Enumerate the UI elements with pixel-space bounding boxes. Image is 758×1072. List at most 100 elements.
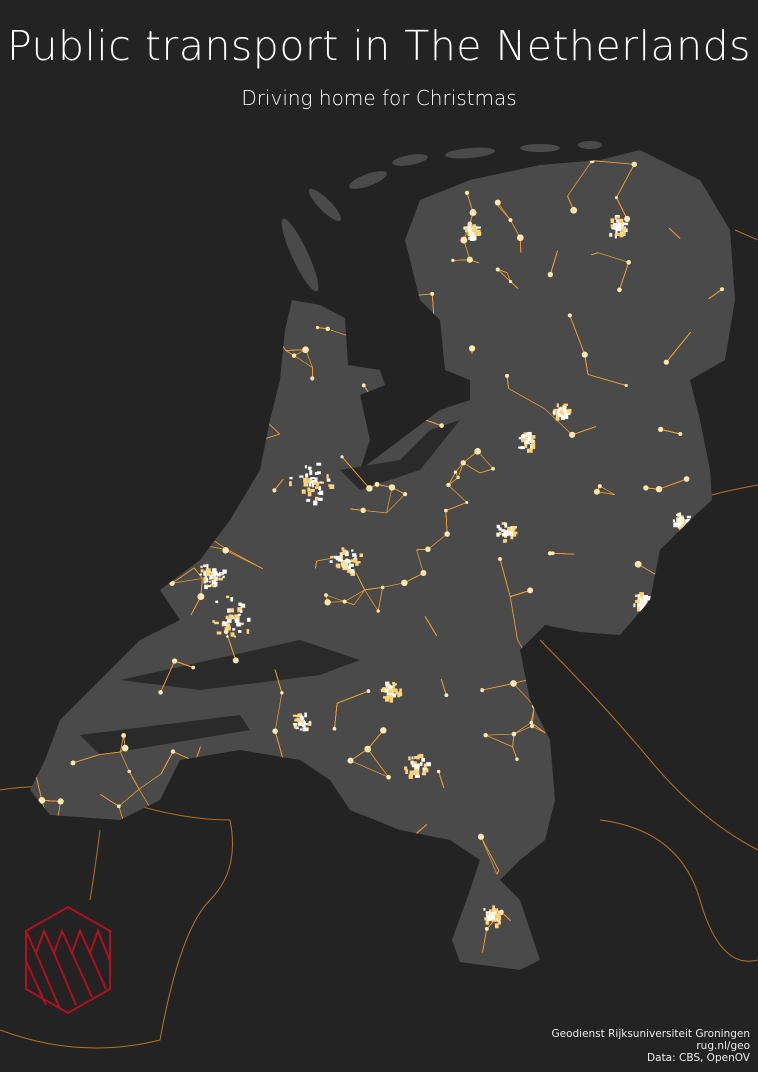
transit-line	[192, 279, 203, 288]
transit-line	[253, 404, 268, 423]
city-stop	[637, 594, 640, 598]
transit-line	[311, 874, 336, 898]
transit-line	[243, 440, 261, 465]
transit-line	[656, 698, 674, 710]
town-stop	[491, 466, 496, 471]
transit-line	[539, 676, 561, 679]
transit-line	[33, 613, 52, 626]
city-stop	[319, 481, 323, 484]
town-stop	[342, 599, 347, 604]
transit-line	[94, 486, 103, 516]
transit-line	[237, 270, 258, 275]
transit-line	[199, 865, 215, 883]
transit-line	[40, 157, 89, 160]
transit-line	[65, 435, 68, 450]
transit-line	[341, 456, 370, 489]
town-stop	[483, 733, 488, 738]
city-stop	[246, 629, 250, 634]
town-stop	[223, 629, 229, 635]
transit-line	[85, 634, 98, 647]
transit-line	[342, 203, 351, 216]
transit-line	[238, 960, 277, 970]
transit-line	[355, 952, 362, 970]
city-stop	[212, 568, 217, 572]
city-stop	[318, 486, 322, 491]
transit-line	[608, 644, 621, 657]
transit-line	[410, 374, 429, 389]
transit-line	[386, 493, 406, 514]
city-stop	[296, 718, 301, 722]
transit-line	[88, 152, 119, 158]
transit-line	[196, 344, 207, 348]
transit-line	[353, 867, 358, 873]
town-stop	[116, 804, 121, 809]
transit-line	[394, 899, 414, 902]
transit-line	[716, 144, 725, 146]
credit-website[interactable]: rug.nl/geo	[696, 1040, 750, 1052]
transit-line	[536, 869, 561, 873]
transit-line	[383, 337, 400, 341]
transit-line	[33, 613, 52, 626]
transit-line	[639, 936, 660, 954]
town-stop	[190, 834, 197, 841]
city-stop	[640, 602, 643, 607]
town-stop	[411, 181, 416, 187]
transit-line	[341, 828, 370, 845]
transit-line	[639, 936, 660, 954]
city-stop	[391, 693, 395, 696]
city-stop	[314, 477, 318, 483]
transit-line	[76, 244, 93, 260]
town-stop	[350, 869, 358, 877]
transit-line	[201, 264, 208, 280]
town-stop	[446, 482, 451, 488]
town-stop	[631, 161, 638, 168]
city-stop	[388, 685, 393, 688]
wadden-islands	[281, 141, 602, 292]
transit-line	[221, 783, 233, 797]
city-stop	[342, 549, 347, 553]
city-stop	[230, 597, 234, 602]
city-stop	[646, 596, 651, 601]
transit-line	[703, 394, 709, 414]
town-stop	[324, 233, 331, 240]
city-stop	[211, 580, 217, 585]
city-stop	[316, 462, 322, 466]
transit-line	[565, 908, 590, 917]
transit-line	[34, 428, 48, 443]
transit-line	[626, 941, 640, 954]
transit-line	[664, 586, 677, 618]
city-stop	[504, 530, 508, 533]
city-stop	[303, 727, 308, 732]
lake	[340, 420, 460, 490]
city-stop	[301, 489, 306, 494]
transit-line	[716, 144, 725, 146]
town-stop	[653, 648, 657, 652]
city-stop	[675, 513, 679, 517]
town-stop	[589, 157, 595, 164]
transit-line	[135, 280, 150, 297]
town-stop	[430, 291, 435, 296]
transit-line	[75, 435, 94, 440]
town-stop	[122, 823, 128, 829]
transit-line	[416, 549, 424, 574]
town-stop	[581, 351, 588, 358]
transit-line	[445, 502, 467, 511]
river-estuary	[120, 640, 360, 690]
transit-line	[396, 297, 401, 328]
transit-line	[35, 775, 43, 801]
town-stop	[701, 772, 708, 778]
transit-line	[655, 650, 684, 661]
transit-line	[626, 941, 640, 954]
transit-line	[42, 293, 50, 319]
town-stop	[127, 387, 132, 392]
city-stop	[350, 569, 355, 574]
transit-line	[54, 466, 65, 487]
transit-line	[311, 874, 336, 898]
transit-line	[301, 800, 303, 805]
transit-line	[253, 157, 265, 164]
town-stop	[145, 138, 150, 143]
transit-line	[205, 538, 211, 546]
city-stop	[393, 688, 397, 693]
transit-line	[150, 949, 165, 969]
town-stop	[356, 269, 361, 274]
